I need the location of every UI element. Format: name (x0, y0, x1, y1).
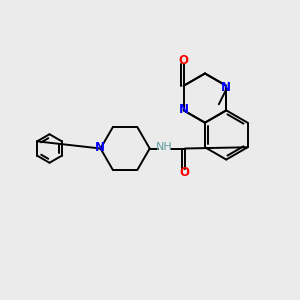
Text: N: N (95, 141, 105, 154)
Text: NH: NH (156, 142, 173, 152)
Text: O: O (179, 54, 189, 67)
Text: N: N (221, 81, 231, 94)
Text: O: O (180, 166, 190, 179)
Text: N: N (179, 103, 189, 116)
